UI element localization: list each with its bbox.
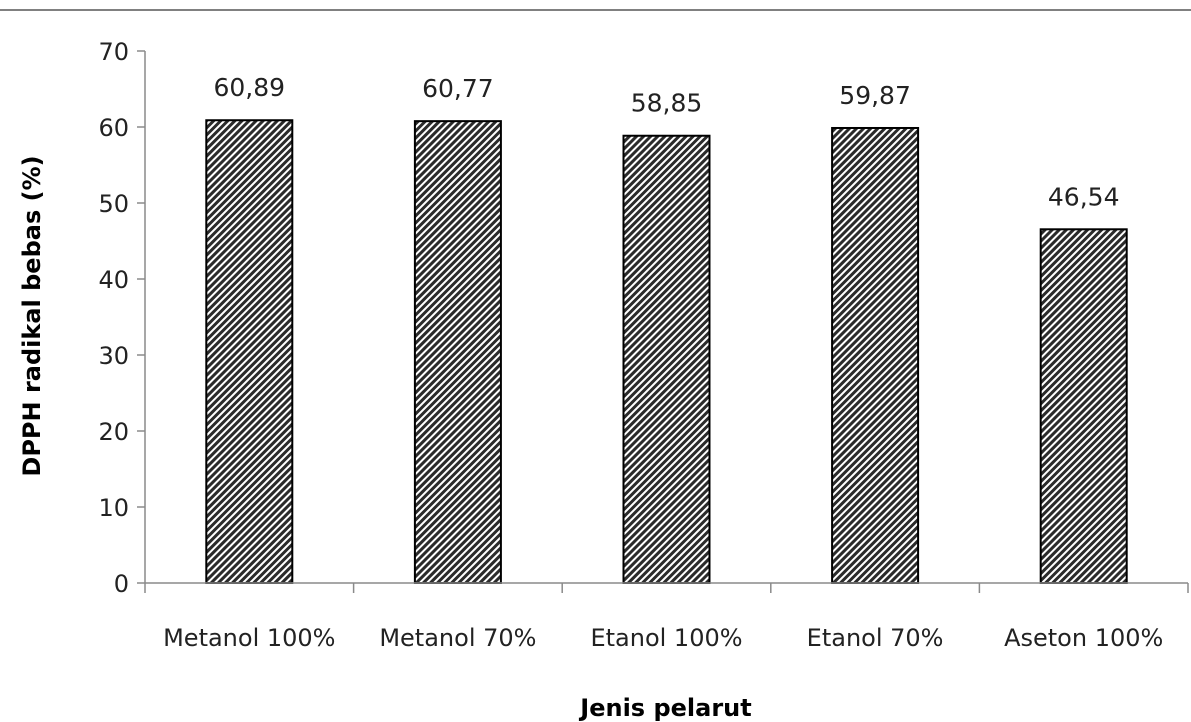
y-tick-label: 30 (98, 342, 129, 370)
data-label: 46,54 (1048, 182, 1120, 211)
y-tick-label: 40 (98, 266, 129, 294)
data-label: 59,87 (839, 81, 911, 110)
bar (831, 126, 920, 584)
bar (1039, 228, 1128, 585)
y-tick-label: 0 (114, 570, 129, 598)
y-tick-label: 70 (98, 38, 129, 66)
data-label: 58,85 (631, 89, 703, 118)
category-label: Aseton 100% (1004, 624, 1163, 652)
y-axis-ticks: 0 10 20 30 40 50 60 70 (98, 38, 145, 598)
bar (413, 120, 502, 584)
y-tick-label: 10 (98, 494, 129, 522)
labels: 60,89 Metanol 100% 60,77 Metanol 70% 58,85 Et… (163, 73, 1163, 652)
y-tick-label: 60 (98, 114, 129, 142)
category-label: Etanol 70% (807, 624, 944, 652)
category-label: Etanol 100% (590, 624, 742, 652)
bar (205, 119, 294, 585)
category-label: Metanol 70% (379, 624, 536, 652)
x-axis-title: Jenis pelarut (578, 694, 751, 722)
bar (622, 134, 711, 585)
y-tick-label: 20 (98, 418, 129, 446)
axes (144, 51, 1189, 593)
data-label: 60,89 (214, 73, 286, 102)
category-label: Metanol 100% (163, 624, 335, 652)
bars (205, 119, 1128, 585)
data-label: 60,77 (422, 74, 494, 103)
y-tick-label: 50 (98, 190, 129, 218)
y-axis-title: DPPH radikal bebas (%) (18, 155, 46, 476)
